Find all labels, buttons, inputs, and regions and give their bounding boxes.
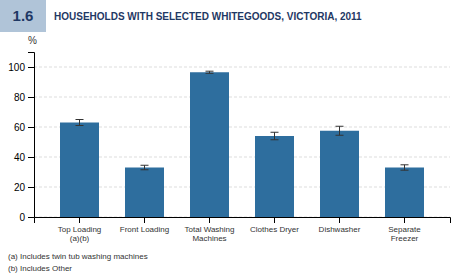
- bar: [125, 168, 164, 218]
- x-tick: Front Loading: [120, 217, 169, 234]
- marks: [60, 71, 424, 217]
- y-tick-label: 40: [14, 152, 26, 163]
- chart: 1.6 HOUSEHOLDS WITH SELECTED WHITEGOODS, …: [0, 0, 462, 279]
- error-bar-cap: [401, 164, 409, 165]
- x-tick-label: SeparateFreezer: [388, 225, 421, 244]
- y-axis: 0 20 40 60 80 100: [8, 53, 34, 223]
- error-bar: [336, 126, 344, 135]
- x-tick: Clothes Dryer: [250, 217, 299, 234]
- error-bar: [401, 165, 409, 170]
- x-tick-label: Front Loading: [120, 225, 169, 234]
- footnote: (a) Includes twin tub washing machines: [8, 252, 148, 261]
- footnote: (b) Includes Other: [8, 264, 72, 273]
- error-bar-cap: [76, 119, 84, 120]
- error-bar-cap: [141, 169, 149, 170]
- y-tick: 40: [14, 152, 34, 163]
- x-tick-mark: [209, 217, 210, 223]
- error-bar-stem: [339, 126, 340, 135]
- x-axis: Top Loading(a)(b) Front Loading Total Wash…: [35, 217, 451, 243]
- y-tick-label: 0: [19, 212, 25, 223]
- y-tick-mark: [28, 67, 34, 68]
- y-tick: 20: [14, 182, 34, 193]
- bar: [60, 123, 99, 218]
- x-tick-mark: [404, 217, 405, 223]
- error-bar-cap: [141, 165, 149, 166]
- y-tick-label: 60: [14, 122, 26, 133]
- x-tick: Top Loading(a)(b): [58, 217, 102, 243]
- error-bar: [141, 165, 149, 170]
- x-tick-mark: [274, 217, 275, 223]
- y-axis-label: %: [28, 35, 37, 46]
- error-bar-stem: [79, 120, 80, 126]
- y-axis-line: [28, 53, 35, 218]
- x-tick-mark: [79, 217, 80, 223]
- figure-label: 1.6: [13, 7, 34, 24]
- x-tick-label: Clothes Dryer: [250, 225, 299, 234]
- bar: [255, 136, 294, 217]
- error-bar-stem: [404, 165, 405, 170]
- x-tick-label: Total WashingMachines: [185, 225, 235, 244]
- y-tick-mark: [28, 157, 34, 158]
- x-tick-mark: [339, 217, 340, 223]
- y-tick-mark: [28, 217, 34, 218]
- x-tick-label: Dishwasher: [319, 225, 361, 234]
- plot: 0 20 40 60 80 100% Top Loading(a)(b) Front Load…: [8, 35, 450, 243]
- y-tick: 60: [14, 122, 34, 133]
- x-axis-line: [35, 218, 451, 224]
- error-bar-cap: [336, 135, 344, 136]
- y-tick-label: 80: [14, 92, 26, 103]
- y-tick: 0: [19, 212, 34, 223]
- x-tick: Total WashingMachines: [185, 217, 235, 243]
- error-bar-cap: [271, 132, 279, 133]
- x-tick: Dishwasher: [319, 217, 361, 234]
- bar: [190, 72, 229, 217]
- y-tick: 80: [14, 92, 34, 103]
- x-tick: SeparateFreezer: [388, 217, 421, 243]
- error-bar-cap: [336, 126, 344, 127]
- y-tick-mark: [28, 127, 34, 128]
- grid-line: [34, 97, 450, 98]
- error-bar-cap: [206, 71, 214, 72]
- y-tick-mark: [28, 187, 34, 188]
- error-bar: [206, 71, 214, 73]
- error-bar: [76, 120, 84, 126]
- x-tick-mark: [144, 217, 145, 223]
- title: HOUSEHOLDS WITH SELECTED WHITEGOODS, VIC…: [54, 11, 362, 22]
- y-tick-label: 100: [8, 62, 25, 73]
- error-bar-cap: [271, 139, 279, 140]
- error-bar-cap: [401, 170, 409, 171]
- x-tick-label: Top Loading(a)(b): [58, 225, 102, 244]
- error-bar-cap: [206, 73, 214, 74]
- error-bar: [271, 132, 279, 140]
- y-tick: 100: [8, 62, 34, 73]
- grid: [34, 67, 450, 217]
- y-tick-mark: [28, 97, 34, 98]
- error-bar-stem: [144, 165, 145, 170]
- bar: [385, 168, 424, 218]
- y-tick-label: 20: [14, 182, 26, 193]
- figure-label-box: [0, 0, 46, 32]
- grid-line: [34, 67, 450, 68]
- error-bar-cap: [76, 125, 84, 126]
- error-bar-stem: [274, 132, 275, 140]
- bar: [320, 131, 359, 217]
